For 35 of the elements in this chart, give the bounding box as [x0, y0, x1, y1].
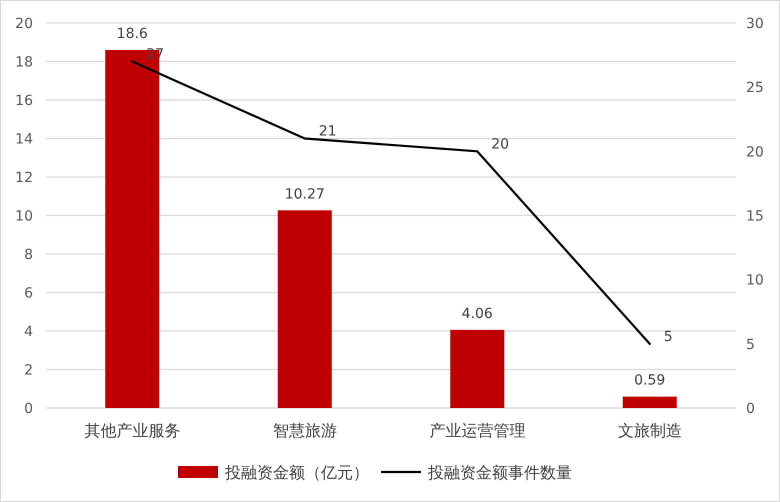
bar	[450, 330, 504, 408]
y-tick-label: 0	[24, 401, 33, 417]
bar	[622, 396, 677, 408]
y-tick-label: 2	[24, 362, 33, 378]
data-label: 0.59	[634, 372, 666, 389]
x-tick-label: 文旅制造	[618, 421, 682, 440]
legend-label: 投融资金额（亿元）	[224, 463, 369, 482]
y-tick-label: 20	[15, 16, 33, 32]
y-tick-label: 10	[15, 208, 33, 224]
data-label: 5	[664, 328, 673, 345]
data-label: 21	[318, 124, 337, 140]
y-tick-label: 8	[24, 247, 33, 263]
y2-tick-label: 10	[746, 272, 764, 289]
x-tick-label: 智慧旅游	[272, 421, 337, 440]
y-tick-label: 6	[24, 286, 34, 302]
y2-tick-label: 5	[746, 336, 755, 353]
y2-tick-label: 20	[746, 144, 764, 160]
data-label: 20	[491, 136, 510, 152]
data-label: 18.6	[116, 26, 148, 42]
y-tick-label: 16	[15, 93, 34, 109]
x-tick-label: 产业运营管理	[429, 421, 526, 440]
y2-tick-label: 15	[746, 208, 764, 224]
y-tick-label: 4	[24, 324, 34, 340]
y2-tick-label: 25	[746, 80, 764, 96]
y-tick-label: 18	[15, 54, 33, 70]
bar	[278, 210, 332, 408]
y-tick-label: 14	[15, 132, 34, 148]
y-tick-label: 12	[15, 170, 33, 186]
line-series	[131, 60, 651, 345]
data-label: 10.27	[284, 186, 325, 202]
x-tick-label: 其他产业服务	[84, 421, 180, 440]
y2-tick-label: 30	[746, 16, 764, 32]
data-label: 4.06	[462, 306, 493, 322]
y2-tick-label: 0	[746, 401, 755, 417]
legend-label: 投融资金额事件数量	[427, 463, 572, 482]
